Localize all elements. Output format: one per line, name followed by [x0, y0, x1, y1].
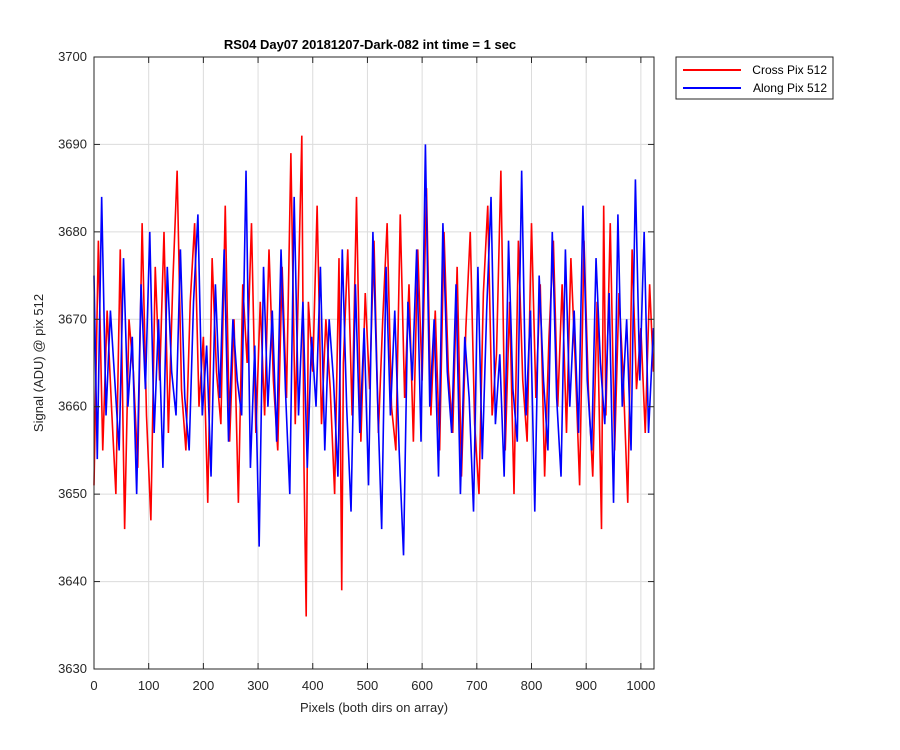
y-tick-label: 3670: [58, 311, 87, 326]
plot-frame: [93, 56, 655, 670]
y-tick-label: 3680: [58, 224, 87, 239]
y-tick-label: 3630: [58, 661, 87, 676]
legend: Cross Pix 512 Along Pix 512: [675, 56, 834, 100]
legend-box: [675, 56, 834, 100]
x-tick-label: 600: [411, 678, 433, 693]
y-axis-label: Signal (ADU) @ pix 512: [31, 294, 46, 432]
x-tick-label: 500: [357, 678, 379, 693]
series-layer: [93, 135, 655, 617]
x-tick-label: 400: [302, 678, 324, 693]
y-tick-label: 3700: [58, 49, 87, 64]
x-tick-label: 700: [466, 678, 488, 693]
x-tick-label: 200: [193, 678, 215, 693]
legend-label-along: Along Pix 512: [753, 81, 827, 95]
y-tick-label: 3690: [58, 136, 87, 151]
y-tick-label: 3650: [58, 486, 87, 501]
axis-ticks: 0 100 200 300 400 500 600 700 800 900 1000 3630 3640…: [58, 49, 655, 693]
y-tick-label: 3640: [58, 574, 87, 589]
x-tick-label: 100: [138, 678, 160, 693]
x-tick-label: 900: [575, 678, 597, 693]
x-axis-label: Pixels (both dirs on array): [300, 700, 448, 715]
chart-title: RS04 Day07 20181207-Dark-082 int time = …: [224, 37, 516, 52]
x-tick-label: 0: [90, 678, 97, 693]
series-line-along-pix-512: [93, 144, 655, 556]
legend-label-cross: Cross Pix 512: [752, 63, 827, 77]
x-tick-label: 300: [247, 678, 269, 693]
plot-area: [94, 57, 654, 669]
x-tick-label: 1000: [626, 678, 655, 693]
y-tick-label: 3660: [58, 399, 87, 414]
x-tick-label: 800: [521, 678, 543, 693]
